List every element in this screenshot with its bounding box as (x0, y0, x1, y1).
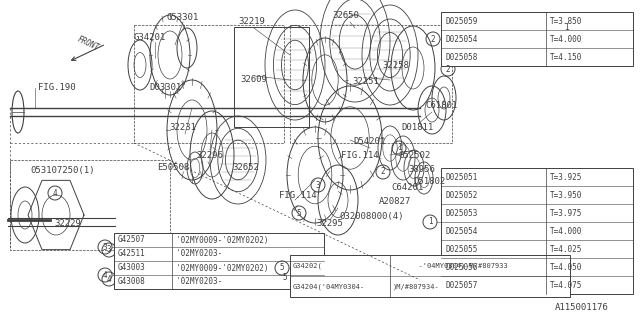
Text: 2: 2 (445, 65, 451, 74)
Text: 32229: 32229 (54, 220, 81, 228)
Text: T=4.000: T=4.000 (550, 227, 582, 236)
Text: 2: 2 (381, 167, 385, 177)
Text: 4: 4 (107, 275, 111, 284)
Text: 3: 3 (102, 243, 108, 252)
Text: FIG.190: FIG.190 (38, 84, 76, 92)
Text: 1: 1 (428, 218, 432, 227)
Text: G53301: G53301 (167, 12, 199, 21)
Text: 053107250(1): 053107250(1) (30, 165, 95, 174)
Text: 32231: 32231 (170, 124, 196, 132)
Text: '02MY0203-: '02MY0203- (176, 277, 222, 286)
Text: G43008: G43008 (118, 277, 146, 286)
Text: E50508: E50508 (157, 163, 189, 172)
Text: 38956: 38956 (408, 165, 435, 174)
Text: D025054: D025054 (445, 35, 477, 44)
Text: D025054: D025054 (445, 227, 477, 236)
Text: D025055: D025055 (445, 244, 477, 253)
Text: 4: 4 (52, 188, 58, 197)
Text: 32219: 32219 (239, 18, 266, 27)
Text: 32251: 32251 (353, 77, 380, 86)
Text: A20827: A20827 (379, 197, 411, 206)
Text: 032008000(4): 032008000(4) (340, 212, 404, 220)
Text: G34202(: G34202( (293, 262, 323, 269)
Text: G52502: G52502 (399, 150, 431, 159)
Text: T=4.150: T=4.150 (550, 52, 582, 61)
Text: '02MY0009-'02MY0202): '02MY0009-'02MY0202) (176, 236, 269, 244)
Bar (290, 255, 570, 297)
Text: G34204('04MY0304-: G34204('04MY0304- (293, 283, 365, 290)
Text: A115001176: A115001176 (555, 303, 609, 313)
Text: D03301: D03301 (149, 84, 181, 92)
Text: T=3.850: T=3.850 (550, 17, 582, 26)
Text: D025056: D025056 (445, 262, 477, 271)
Text: 3: 3 (316, 180, 320, 189)
Text: C61801: C61801 (426, 100, 458, 109)
Text: D51802: D51802 (414, 178, 446, 187)
Text: 5: 5 (280, 263, 284, 273)
Text: T=4.050: T=4.050 (550, 262, 582, 271)
Text: G42511: G42511 (118, 250, 146, 259)
Text: 2: 2 (431, 35, 435, 44)
Text: 1: 1 (564, 23, 568, 33)
Text: )M/#807934-: )M/#807934- (393, 283, 440, 290)
Text: D025053: D025053 (445, 209, 477, 218)
Text: FRONT: FRONT (76, 35, 100, 53)
Bar (134, 25, 284, 143)
Text: 32652: 32652 (232, 163, 259, 172)
Text: 32650: 32650 (333, 12, 360, 20)
Text: D025051: D025051 (445, 172, 477, 181)
Bar (290, 25, 452, 143)
Bar (10, 160, 170, 250)
Text: 1: 1 (397, 143, 401, 153)
Text: T=4.025: T=4.025 (550, 244, 582, 253)
Text: T=4.075: T=4.075 (550, 281, 582, 290)
Bar (441, 168, 633, 294)
Text: D01811: D01811 (402, 124, 434, 132)
Text: G42507: G42507 (118, 236, 146, 244)
Text: D025058: D025058 (445, 52, 477, 61)
Text: G43003: G43003 (118, 263, 146, 273)
Text: T=3.975: T=3.975 (550, 209, 582, 218)
Bar (234, 27, 309, 127)
Text: C64201: C64201 (391, 183, 423, 193)
Text: 32296: 32296 (196, 150, 223, 159)
Bar (441, 12, 633, 66)
Text: 5: 5 (283, 273, 287, 282)
Text: 32258: 32258 (383, 60, 410, 69)
Text: D54201: D54201 (354, 138, 386, 147)
Text: D025059: D025059 (445, 17, 477, 26)
Text: FIG.114: FIG.114 (279, 191, 317, 201)
Text: FIG.114: FIG.114 (341, 150, 379, 159)
Bar (114, 233, 324, 289)
Text: T=3.925: T=3.925 (550, 172, 582, 181)
Text: D025057: D025057 (445, 281, 477, 290)
Text: '02MY0203-: '02MY0203- (176, 250, 222, 259)
Text: -'04MY0304)-M/#807933: -'04MY0304)-M/#807933 (393, 262, 508, 269)
Text: '02MY0009-'02MY0202): '02MY0009-'02MY0202) (176, 263, 269, 273)
Text: T=3.950: T=3.950 (550, 190, 582, 199)
Text: 5: 5 (297, 209, 301, 218)
Text: 32295: 32295 (317, 220, 344, 228)
Text: 4: 4 (102, 270, 108, 279)
Text: 3: 3 (107, 245, 111, 254)
Text: T=4.000: T=4.000 (550, 35, 582, 44)
Text: D025052: D025052 (445, 190, 477, 199)
Text: G34201: G34201 (134, 34, 166, 43)
Text: 32609: 32609 (241, 76, 268, 84)
